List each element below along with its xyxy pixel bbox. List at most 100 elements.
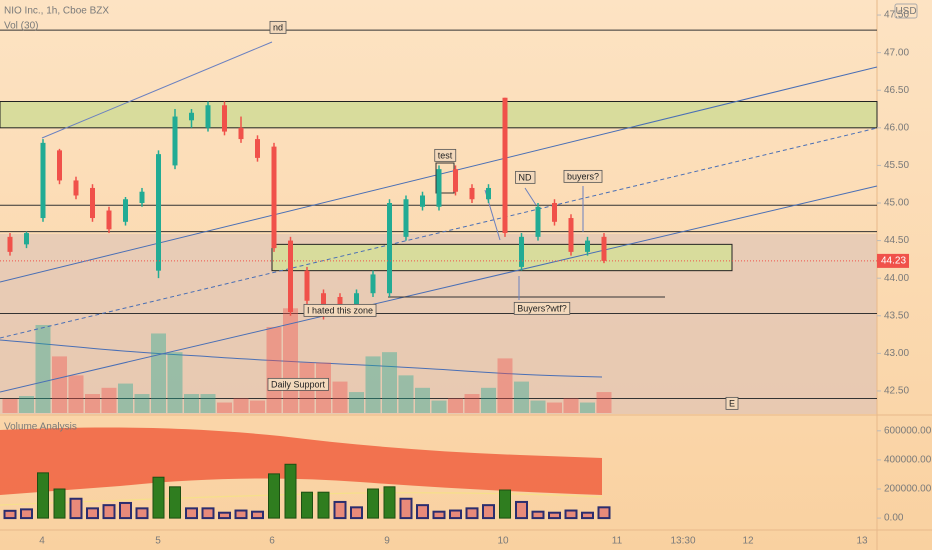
x-tick-label: 13 bbox=[856, 536, 868, 547]
volume-bar bbox=[580, 402, 595, 413]
panel-volume-bar bbox=[317, 491, 330, 519]
annotation: E bbox=[729, 398, 735, 408]
panel-volume-bar bbox=[234, 509, 248, 520]
y-tick-label: 42.50 bbox=[884, 386, 909, 397]
volume-bar bbox=[398, 375, 414, 413]
volume-bar bbox=[85, 394, 100, 413]
panel-title: Volume Analysis bbox=[4, 422, 77, 433]
x-tick-label: 13:30 bbox=[670, 536, 695, 547]
y-tick-label: 44.50 bbox=[884, 235, 909, 246]
panel-volume-bar bbox=[367, 488, 379, 519]
volume-bar bbox=[431, 400, 447, 413]
volume-bar bbox=[464, 394, 480, 413]
y-tick-label: 43.00 bbox=[884, 348, 909, 359]
candle-body bbox=[255, 139, 260, 158]
panel-volume-bar bbox=[482, 504, 495, 520]
volume-bar bbox=[563, 398, 579, 413]
volume-bar bbox=[200, 394, 216, 413]
annotation-box bbox=[513, 301, 571, 315]
y-tick-label: 46.50 bbox=[884, 85, 909, 96]
candle-body bbox=[189, 112, 194, 121]
arrow bbox=[524, 187, 537, 206]
y-tick-label: 43.50 bbox=[884, 310, 909, 321]
candle-body bbox=[502, 97, 508, 234]
panel-volume-bar bbox=[383, 486, 396, 519]
annotation: buyers? bbox=[567, 171, 599, 181]
y-tick-label: 45.00 bbox=[884, 198, 909, 209]
panel-volume-bar bbox=[201, 507, 215, 520]
volume-bar bbox=[415, 387, 430, 413]
panel-volume-bar bbox=[416, 504, 429, 520]
volume-bar bbox=[365, 356, 381, 413]
panel-volume-bar bbox=[86, 507, 99, 520]
candle-body bbox=[601, 236, 607, 261]
volume-bar bbox=[101, 387, 117, 413]
channel-line bbox=[0, 185, 878, 393]
volume-bar bbox=[547, 402, 562, 413]
panel-volume-bar bbox=[597, 506, 611, 520]
zone bbox=[271, 243, 733, 272]
currency-box bbox=[894, 3, 918, 19]
volume-bar bbox=[349, 392, 364, 413]
volume-bar bbox=[19, 396, 34, 413]
panel-volume-bar bbox=[37, 472, 49, 519]
x-tick-label: 5 bbox=[155, 536, 161, 547]
volume-bar bbox=[167, 352, 183, 413]
currency: USD bbox=[895, 6, 916, 17]
candle-body bbox=[156, 154, 161, 271]
panel-volume-bar bbox=[102, 504, 116, 520]
candle-body bbox=[552, 203, 557, 222]
volume-bar bbox=[52, 356, 67, 413]
candle-body bbox=[469, 187, 475, 200]
panel-volume-bar bbox=[251, 510, 264, 520]
panel-volume-bar bbox=[185, 507, 198, 520]
candle-body bbox=[486, 187, 491, 200]
volume-bar bbox=[68, 375, 84, 413]
volume-band bbox=[0, 427, 602, 495]
x-tick-label: 6 bbox=[269, 536, 275, 547]
panel-volume-bar bbox=[20, 508, 33, 520]
panel-volume-bar bbox=[53, 488, 66, 519]
panel-volume-bar bbox=[301, 491, 313, 519]
annotation: nd bbox=[273, 22, 283, 32]
volume-bar bbox=[2, 398, 18, 413]
panel-volume-bar bbox=[399, 497, 413, 520]
volume-bar bbox=[217, 402, 232, 413]
volume-bar bbox=[118, 383, 133, 413]
last-price-label: 44.23 bbox=[881, 256, 906, 267]
panel-volume-bar bbox=[135, 507, 149, 520]
panel-volume-bar bbox=[465, 507, 479, 520]
candle-body bbox=[73, 180, 79, 196]
candle-body bbox=[238, 127, 244, 140]
candle-body bbox=[139, 191, 145, 203]
y-tick-label: 45.50 bbox=[884, 160, 909, 171]
annotation: Daily Support bbox=[271, 379, 326, 389]
volume-avg bbox=[0, 492, 603, 506]
candle-body bbox=[387, 203, 392, 294]
candle-body bbox=[7, 236, 13, 252]
volume-bar bbox=[497, 358, 513, 413]
panel-volume-bar bbox=[218, 511, 231, 520]
volume-bar bbox=[596, 392, 612, 413]
candle-body bbox=[436, 169, 442, 207]
candle-body bbox=[453, 169, 458, 192]
volume-bar bbox=[233, 398, 249, 413]
chart-title: NIO Inc., 1h, Cboe BZX bbox=[4, 6, 109, 17]
last-price-box bbox=[877, 253, 909, 268]
candle-body bbox=[519, 236, 524, 267]
candle-body bbox=[222, 105, 227, 132]
panel-volume-bar bbox=[581, 511, 594, 520]
annotation-box bbox=[434, 148, 457, 162]
annotation-box bbox=[267, 377, 329, 391]
volume-bar bbox=[35, 324, 51, 413]
panel-volume-bar bbox=[564, 509, 578, 520]
candle-body bbox=[337, 296, 343, 309]
zone bbox=[0, 101, 878, 129]
x-tick-label: 11 bbox=[612, 536, 623, 547]
candle-body bbox=[172, 116, 178, 166]
panel-volume-bar bbox=[515, 500, 528, 520]
candle-body bbox=[106, 210, 112, 230]
candle-body bbox=[370, 274, 376, 294]
candle-body bbox=[271, 146, 277, 249]
